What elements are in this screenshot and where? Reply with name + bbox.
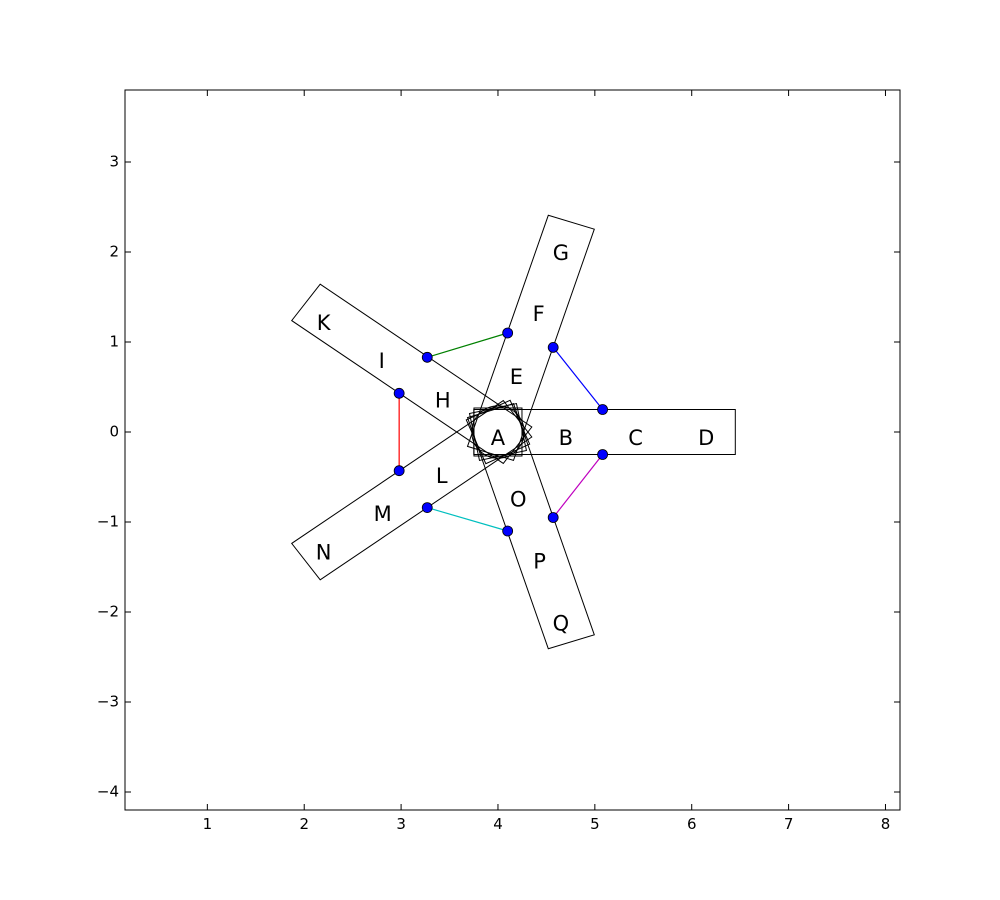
label-I: I bbox=[379, 349, 385, 373]
x-tick-label-4: 4 bbox=[493, 815, 503, 833]
connector-line-5 bbox=[552, 454, 604, 518]
y-tick-label-3: 3 bbox=[109, 153, 119, 171]
arm-rectangle-1 bbox=[473, 409, 736, 455]
x-tick-label-1: 1 bbox=[203, 815, 213, 833]
axis-ticks: 1 2 3 4 5 6 7 8 3 2 1 0 −1 −2 −3 −4 bbox=[97, 90, 900, 833]
label-P: P bbox=[533, 550, 546, 574]
x-tick-label-7: 7 bbox=[784, 815, 794, 833]
y-tick-label--1: −1 bbox=[97, 513, 119, 531]
point-marker-5 bbox=[421, 351, 433, 363]
label-O: O bbox=[510, 487, 527, 511]
y-tick-label-2: 2 bbox=[109, 243, 119, 261]
label-G: G bbox=[553, 241, 569, 265]
label-Q: Q bbox=[553, 612, 570, 636]
label-B: B bbox=[559, 426, 573, 450]
connector-line-2 bbox=[427, 332, 508, 358]
point-marker-4 bbox=[502, 327, 514, 339]
axes-frame bbox=[124, 89, 901, 811]
label-C: C bbox=[628, 426, 643, 450]
y-tick-label-0: 0 bbox=[109, 423, 119, 441]
label-K: K bbox=[317, 311, 332, 335]
x-tick-label-8: 8 bbox=[881, 815, 891, 833]
hub-circle bbox=[471, 405, 525, 459]
x-tick-label-2: 2 bbox=[299, 815, 309, 833]
label-M: M bbox=[374, 502, 392, 526]
point-marker-7 bbox=[393, 465, 405, 477]
arm-rectangle-3 bbox=[290, 283, 533, 465]
y-tick-label-1: 1 bbox=[109, 333, 119, 351]
point-marker-6 bbox=[393, 387, 405, 399]
label-D: D bbox=[698, 426, 714, 450]
arm-rectangle-2 bbox=[466, 214, 595, 462]
y-tick-label--3: −3 bbox=[97, 693, 119, 711]
y-tick-label--4: −4 bbox=[97, 783, 119, 801]
x-tick-label-3: 3 bbox=[396, 815, 406, 833]
arm-rectangle-4 bbox=[290, 399, 533, 581]
connector-line-4 bbox=[427, 507, 508, 532]
label-F: F bbox=[533, 302, 545, 326]
label-A: A bbox=[491, 426, 506, 450]
point-marker-3 bbox=[547, 341, 559, 353]
point-marker-1 bbox=[597, 404, 608, 415]
point-marker-9 bbox=[502, 525, 514, 537]
point-marker-2 bbox=[597, 449, 608, 460]
label-L: L bbox=[436, 464, 448, 488]
label-N: N bbox=[316, 541, 332, 565]
label-E: E bbox=[510, 365, 523, 389]
label-H: H bbox=[435, 388, 451, 412]
point-marker-10 bbox=[547, 512, 559, 523]
point-marker-8 bbox=[421, 502, 433, 514]
y-tick-label--2: −2 bbox=[97, 603, 119, 621]
x-tick-label-5: 5 bbox=[590, 815, 600, 833]
connector-line-1 bbox=[552, 347, 604, 410]
arm-rectangle-5 bbox=[466, 402, 595, 650]
plot-area: A B C D E F G H I K L M N O P Q bbox=[290, 214, 736, 650]
x-tick-label-6: 6 bbox=[687, 815, 697, 833]
